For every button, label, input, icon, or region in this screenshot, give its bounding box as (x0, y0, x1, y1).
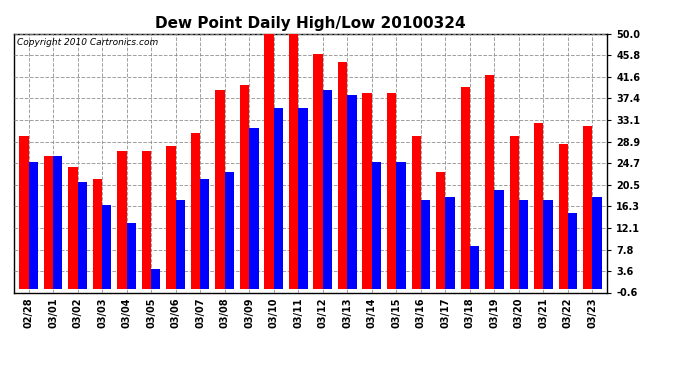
Bar (166, 146, 176, 290)
Bar (372, 162, 381, 290)
Bar (485, 75, 495, 290)
Bar (200, 180, 210, 290)
Bar (176, 200, 185, 290)
Bar (445, 197, 455, 290)
Bar (19, 136, 28, 290)
Bar (191, 134, 200, 290)
Bar (240, 85, 249, 290)
Bar (338, 62, 347, 290)
Bar (249, 128, 259, 290)
Bar (117, 152, 126, 290)
Bar (151, 269, 161, 290)
Bar (544, 200, 553, 290)
Bar (387, 93, 396, 290)
Bar (77, 182, 87, 290)
Bar (510, 136, 519, 290)
Bar (142, 152, 151, 290)
Bar (559, 144, 568, 290)
Bar (323, 90, 332, 290)
Bar (470, 246, 479, 290)
Bar (460, 87, 470, 290)
Bar (102, 205, 111, 290)
Bar (421, 200, 430, 290)
Bar (593, 197, 602, 290)
Bar (92, 180, 102, 290)
Bar (264, 34, 274, 290)
Bar (436, 172, 445, 290)
Bar (215, 90, 225, 290)
Bar (519, 200, 529, 290)
Bar (583, 126, 593, 290)
Bar (43, 156, 53, 290)
Text: Copyright 2010 Cartronics.com: Copyright 2010 Cartronics.com (17, 38, 158, 46)
Bar (28, 162, 38, 290)
Bar (289, 34, 298, 290)
Bar (53, 156, 62, 290)
Bar (347, 95, 357, 290)
Bar (225, 172, 234, 290)
Bar (534, 123, 544, 290)
Bar (568, 213, 578, 290)
Bar (274, 108, 283, 290)
Bar (411, 136, 421, 290)
Bar (298, 108, 308, 290)
Bar (495, 190, 504, 290)
Bar (362, 93, 372, 290)
Bar (68, 167, 77, 290)
Bar (396, 162, 406, 290)
Bar (313, 54, 323, 290)
Bar (126, 223, 136, 290)
Title: Dew Point Daily High/Low 20100324: Dew Point Daily High/Low 20100324 (155, 16, 466, 31)
